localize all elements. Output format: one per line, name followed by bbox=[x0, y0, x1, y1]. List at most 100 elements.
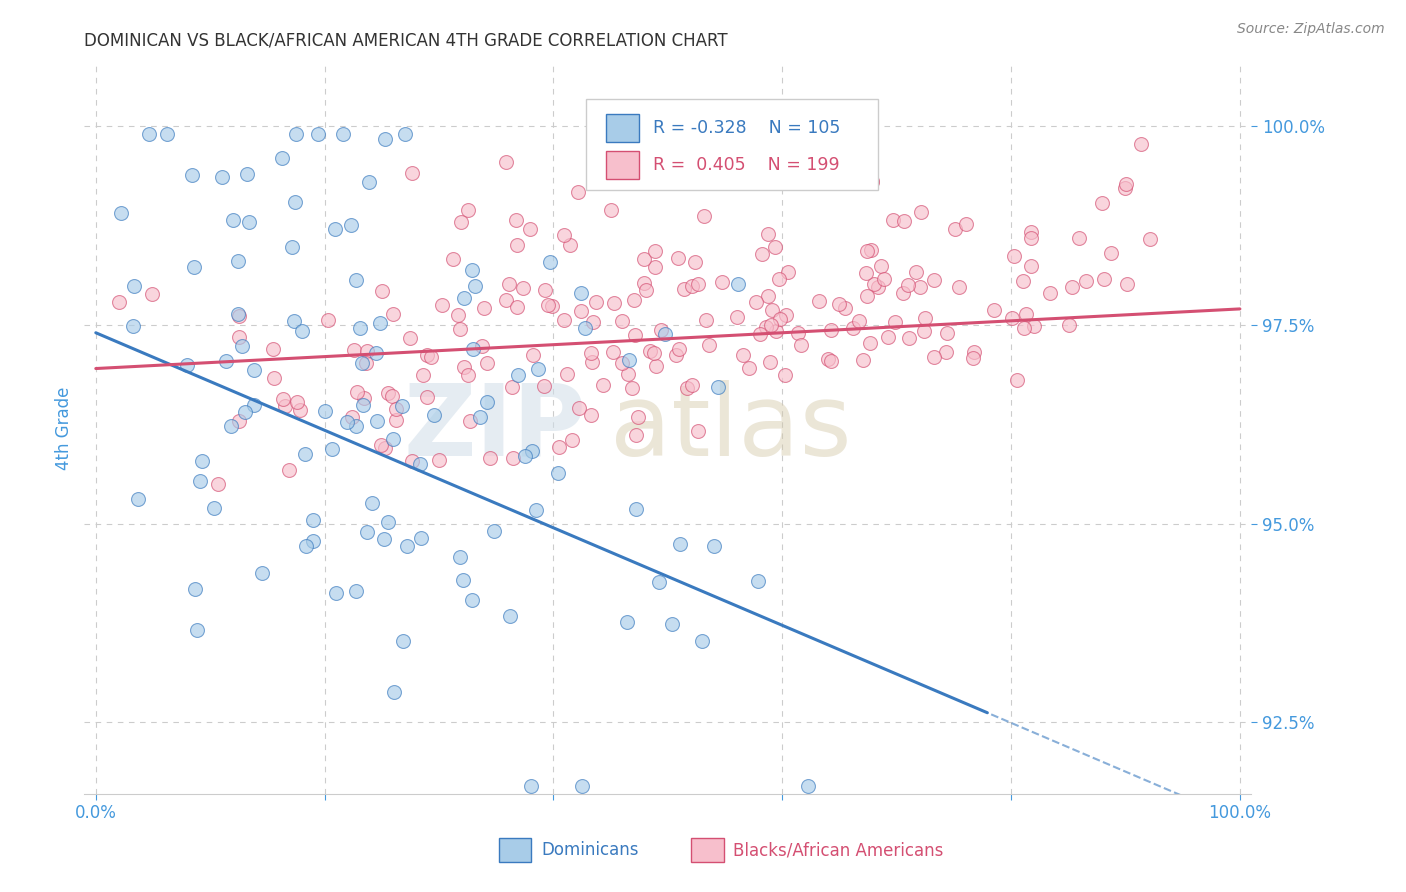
Point bbox=[962, 351, 984, 365]
Point bbox=[449, 549, 471, 564]
Point bbox=[860, 243, 883, 257]
Point bbox=[519, 221, 541, 235]
Point bbox=[122, 318, 145, 333]
Point bbox=[499, 608, 522, 623]
Point bbox=[756, 227, 779, 242]
Point bbox=[482, 524, 505, 539]
Point bbox=[790, 337, 813, 351]
Point bbox=[866, 280, 889, 294]
Point bbox=[458, 414, 481, 428]
Point bbox=[461, 263, 484, 277]
Point bbox=[773, 368, 796, 382]
Point bbox=[285, 395, 308, 409]
Point bbox=[285, 127, 308, 141]
Point bbox=[233, 405, 256, 419]
Point bbox=[353, 391, 375, 405]
Point bbox=[359, 175, 381, 189]
Point bbox=[202, 501, 225, 516]
Point bbox=[922, 272, 945, 286]
Point bbox=[765, 324, 787, 338]
Point bbox=[432, 298, 454, 312]
Point bbox=[852, 353, 875, 368]
Point bbox=[842, 320, 865, 334]
Point bbox=[748, 326, 770, 341]
Point bbox=[314, 404, 336, 418]
Point bbox=[373, 532, 395, 546]
Point bbox=[569, 285, 592, 300]
Point bbox=[761, 302, 783, 317]
Point bbox=[676, 381, 699, 395]
Point bbox=[1116, 277, 1139, 291]
Point bbox=[633, 276, 655, 290]
Point bbox=[316, 313, 339, 327]
Point bbox=[869, 259, 891, 273]
Text: atlas: atlas bbox=[610, 380, 851, 476]
Point bbox=[623, 293, 645, 307]
Point bbox=[501, 380, 523, 394]
Point bbox=[547, 467, 569, 481]
Point bbox=[848, 314, 870, 328]
Point bbox=[108, 294, 131, 309]
Point bbox=[897, 278, 920, 293]
Point bbox=[495, 293, 517, 308]
Point bbox=[828, 297, 851, 311]
Point bbox=[377, 385, 399, 400]
Point bbox=[579, 408, 602, 422]
Point bbox=[352, 398, 374, 412]
Point bbox=[346, 384, 368, 399]
Point bbox=[186, 623, 208, 637]
Point bbox=[585, 294, 607, 309]
Point bbox=[479, 451, 502, 466]
Point bbox=[349, 321, 371, 335]
Point bbox=[502, 451, 524, 466]
Point bbox=[761, 318, 783, 332]
Point bbox=[184, 582, 207, 596]
Point bbox=[1139, 232, 1161, 246]
Point bbox=[226, 254, 249, 268]
Point bbox=[457, 368, 479, 383]
Bar bbox=[499, 838, 531, 862]
Point bbox=[884, 315, 907, 329]
Point bbox=[690, 633, 713, 648]
Point bbox=[366, 346, 388, 360]
Text: R =  0.405    N = 199: R = 0.405 N = 199 bbox=[652, 156, 839, 174]
Point bbox=[553, 313, 575, 327]
Point bbox=[914, 310, 936, 325]
Point bbox=[356, 525, 378, 540]
Point bbox=[863, 277, 886, 292]
Point bbox=[567, 401, 589, 416]
Point bbox=[617, 367, 640, 381]
Point bbox=[1019, 259, 1042, 273]
Point bbox=[858, 336, 880, 351]
Point bbox=[385, 401, 408, 416]
Point bbox=[983, 302, 1005, 317]
Point bbox=[955, 217, 977, 231]
Point bbox=[219, 418, 242, 433]
Point bbox=[391, 399, 413, 413]
Point bbox=[758, 355, 780, 369]
Point bbox=[506, 238, 529, 252]
Point bbox=[668, 343, 690, 357]
Point bbox=[681, 378, 703, 392]
Text: Source: ZipAtlas.com: Source: ZipAtlas.com bbox=[1237, 22, 1385, 37]
Point bbox=[350, 356, 373, 370]
Point bbox=[876, 330, 898, 344]
Point bbox=[412, 368, 434, 383]
Point bbox=[644, 244, 666, 258]
Point bbox=[506, 300, 529, 314]
Point bbox=[382, 432, 405, 446]
Point bbox=[775, 308, 797, 322]
Point bbox=[228, 309, 250, 323]
Point bbox=[360, 495, 382, 509]
Point bbox=[226, 307, 249, 321]
Point bbox=[548, 440, 571, 454]
Point bbox=[382, 685, 405, 699]
Point bbox=[571, 779, 593, 793]
Point bbox=[408, 457, 430, 471]
Text: R = -0.328    N = 105: R = -0.328 N = 105 bbox=[652, 120, 839, 137]
Point bbox=[374, 132, 396, 146]
Point bbox=[211, 170, 233, 185]
Point bbox=[633, 252, 655, 267]
Point bbox=[727, 277, 749, 292]
Point bbox=[368, 316, 391, 330]
